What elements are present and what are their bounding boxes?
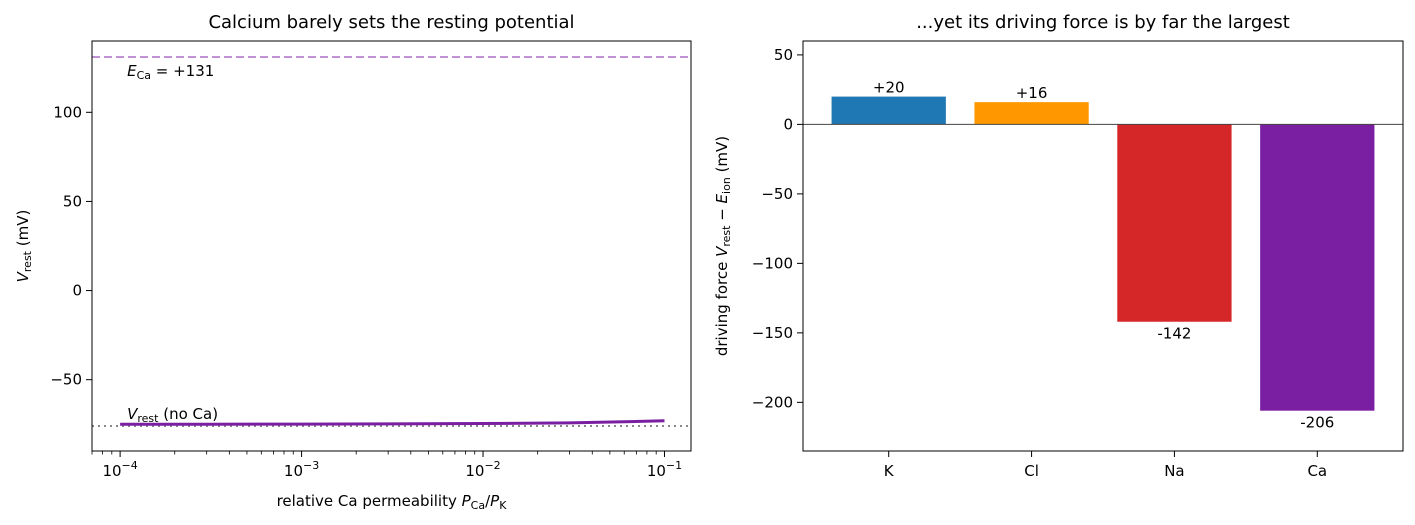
left-chart-title: Calcium barely sets the resting potentia… [208, 12, 574, 33]
bar-na [1117, 124, 1232, 322]
left-x-axis-label: relative Ca permeability PCa/PK [277, 492, 508, 512]
y-tick-label: 0 [72, 282, 82, 300]
category-label: Na [1164, 462, 1184, 480]
bar-k [831, 96, 946, 125]
x-tick-label: 10−4 [102, 459, 137, 480]
reference-line-label-0: ECa = +131 [127, 62, 214, 82]
bar-value-label: -142 [1157, 325, 1191, 343]
bar-value-label: +16 [1016, 84, 1048, 102]
right-y-axis-label: driving force Vrest − Eion (mV) [713, 136, 733, 356]
left-axes-frame [91, 40, 692, 452]
y-tick-label: −50 [761, 185, 793, 203]
right-axes-frame [802, 40, 1404, 452]
left-y-axis-label: Vrest (mV) [14, 210, 34, 283]
y-tick-label: 0 [783, 115, 793, 133]
bar-ca [1260, 124, 1375, 411]
x-tick-label: 10−1 [647, 459, 682, 480]
left-plot-area: ECa = +131 Vrest (no Ca) 10−4 10−3 10−2 10−1 1… [50, 56, 691, 480]
series-line-0 [120, 419, 665, 426]
y-tick-label: −100 [752, 254, 793, 272]
y-tick-label: 50 [63, 192, 82, 210]
bar-chart-panel: ...yet its driving force is by far the l… [713, 12, 1404, 480]
bar-value-label: -206 [1300, 414, 1334, 432]
y-tick-label: −200 [752, 393, 793, 411]
category-label: K [884, 462, 895, 480]
y-tick-label: 100 [53, 103, 82, 121]
category-label: Ca [1307, 462, 1327, 480]
y-tick-label: −50 [50, 371, 82, 389]
y-tick-label: −150 [752, 324, 793, 342]
category-label: Cl [1024, 462, 1039, 480]
bar-value-label: +20 [873, 79, 905, 97]
x-tick-label: 10−3 [284, 459, 319, 480]
right-plot-area: +20 K +16 Cl -142 Na -206 Ca 50 0 −50 −100 −150 −200 [752, 46, 1403, 480]
right-chart-title: ...yet its driving force is by far the l… [916, 12, 1290, 33]
line-chart-panel: Calcium barely sets the resting potentia… [14, 12, 692, 512]
y-tick-label: 50 [774, 46, 793, 64]
x-tick-label: 10−2 [465, 459, 500, 480]
reference-line-label-1: Vrest (no Ca) [127, 405, 218, 425]
bar-cl [974, 102, 1089, 125]
